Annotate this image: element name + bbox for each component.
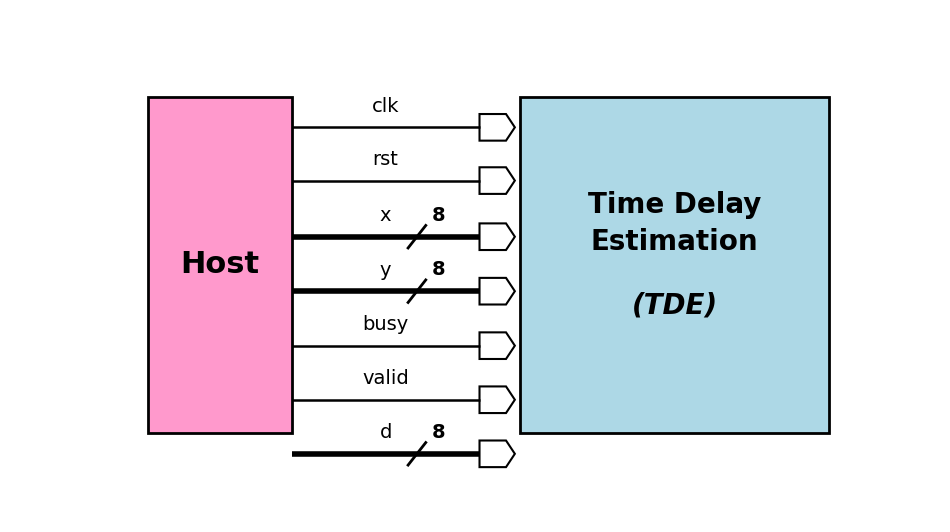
Text: busy: busy [363, 315, 408, 334]
Text: clk: clk [371, 97, 399, 116]
Text: x: x [380, 206, 391, 225]
Text: d: d [379, 423, 391, 442]
Text: Host: Host [180, 250, 259, 279]
Text: rst: rst [372, 150, 399, 169]
FancyBboxPatch shape [148, 97, 292, 433]
FancyBboxPatch shape [520, 97, 829, 433]
Text: 8: 8 [431, 206, 446, 225]
Text: 8: 8 [431, 260, 446, 279]
Text: 8: 8 [431, 423, 446, 442]
Text: y: y [380, 261, 391, 280]
Text: Time Delay
Estimation: Time Delay Estimation [588, 191, 761, 256]
Text: (TDE): (TDE) [632, 292, 717, 320]
Text: valid: valid [362, 369, 409, 388]
